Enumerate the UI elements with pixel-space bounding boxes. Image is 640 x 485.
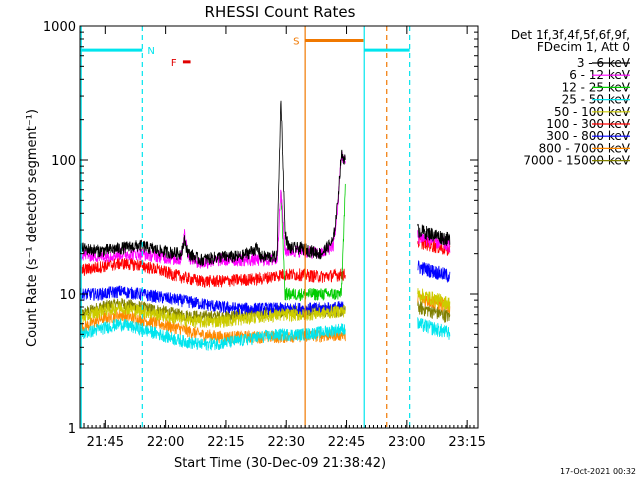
x-axis-label: Start Time (30-Dec-09 21:38:42) bbox=[174, 456, 386, 471]
interval-label-N: N bbox=[147, 46, 154, 57]
legend-label-8: 7000 - 15000 keV bbox=[523, 154, 630, 168]
y-axis-label: Count Rate (s⁻¹ detector segment⁻¹) bbox=[25, 109, 40, 347]
legend-label-6: 300 - 800 keV bbox=[546, 129, 630, 143]
interval-label-S: S bbox=[293, 36, 299, 47]
footer-timestamp: 17-Oct-2021 00:32 bbox=[560, 467, 636, 476]
x-tick-label-6: 23:15 bbox=[448, 435, 485, 450]
series-late-line-3 bbox=[417, 317, 451, 340]
x-tick-label-4: 22:45 bbox=[328, 435, 365, 450]
series-line-6 bbox=[79, 285, 346, 316]
chart-title: RHESSI Count Rates bbox=[205, 3, 356, 21]
y-tick-label-3: 1000 bbox=[43, 20, 76, 35]
series-late-line-6 bbox=[417, 260, 451, 284]
y-tick-label-0: 1 bbox=[68, 422, 76, 437]
series-late-line-8 bbox=[417, 300, 451, 323]
legend-label-5: 100 - 300 keV bbox=[546, 117, 630, 131]
legend-label-7: 800 - 7000 keV bbox=[539, 141, 631, 155]
series-line-4 bbox=[79, 301, 346, 329]
y-tick-label-1: 10 bbox=[59, 288, 76, 303]
series-line-5 bbox=[79, 256, 346, 288]
y-tick-label-2: 100 bbox=[51, 154, 76, 169]
series-line-0 bbox=[79, 100, 346, 267]
plot-area: N S F 1 10 100 1000 21:45 22:00 22:15 22:30 22:45 23… bbox=[43, 20, 486, 450]
legend-header-line1: Det 1f,3f,4f,5f,6f,9f, bbox=[511, 28, 630, 42]
x-tick-label-3: 22:30 bbox=[268, 435, 305, 450]
series-late-line-0 bbox=[417, 223, 451, 246]
legend-header-line2: FDecim 1, Att 0 bbox=[537, 40, 630, 54]
series-late-line-4 bbox=[417, 288, 451, 311]
series-line-2 bbox=[280, 183, 346, 302]
series-line-3 bbox=[79, 317, 346, 351]
x-tick-label-5: 23:00 bbox=[388, 435, 425, 450]
interval-label-F: F bbox=[171, 58, 177, 69]
x-tick-label-2: 22:15 bbox=[207, 435, 244, 450]
plot-frame bbox=[79, 25, 479, 429]
x-tick-label-0: 21:45 bbox=[87, 435, 124, 450]
x-tick-label-1: 22:00 bbox=[147, 435, 184, 450]
